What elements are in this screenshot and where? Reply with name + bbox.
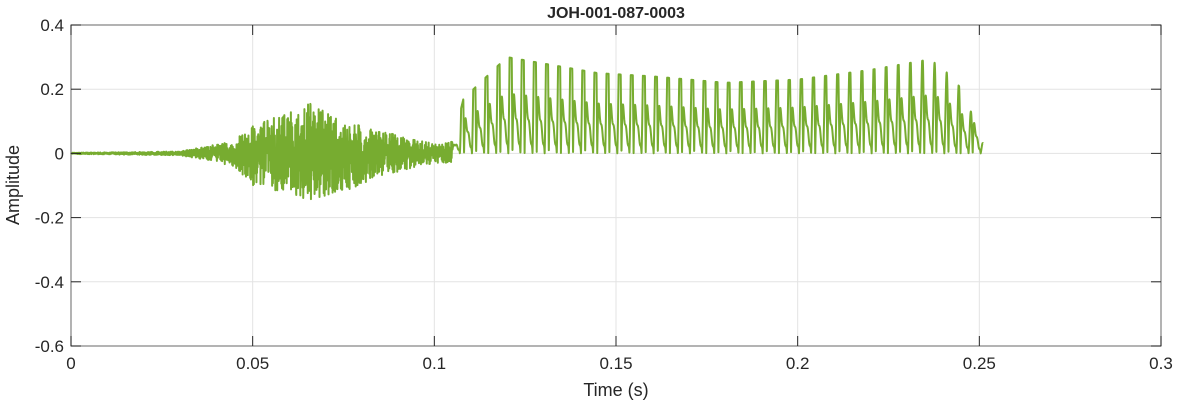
grid (70, 24, 1162, 347)
ticks: 0 0.05 0.1 0.15 0.2 0.25 0.3 -0.6 -0.4 -0.2 0 0.2 0.… (35, 16, 1173, 373)
x-tick-label: 0 (66, 354, 75, 373)
y-tick-label: 0.4 (40, 16, 64, 35)
y-tick-label: 0.2 (40, 80, 64, 99)
y-tick-label: -0.4 (35, 273, 64, 292)
y-tick-label: 0 (55, 144, 64, 163)
y-tick-label: -0.6 (35, 337, 64, 356)
x-tick-label: 0.25 (963, 354, 996, 373)
waveform-line (70, 56, 984, 201)
y-axis-label: Amplitude (3, 145, 23, 225)
x-tick-label: 0.15 (599, 354, 632, 373)
x-tick-label: 0.3 (1149, 354, 1173, 373)
chart-title: JOH-001-087-0003 (547, 5, 685, 22)
x-tick-label: 0.1 (423, 354, 447, 373)
plot-area (70, 56, 984, 201)
x-tick-label: 0.05 (236, 354, 269, 373)
x-axis-label: Time (s) (583, 380, 648, 400)
x-tick-label: 0.2 (786, 354, 810, 373)
y-tick-label: -0.2 (35, 209, 64, 228)
